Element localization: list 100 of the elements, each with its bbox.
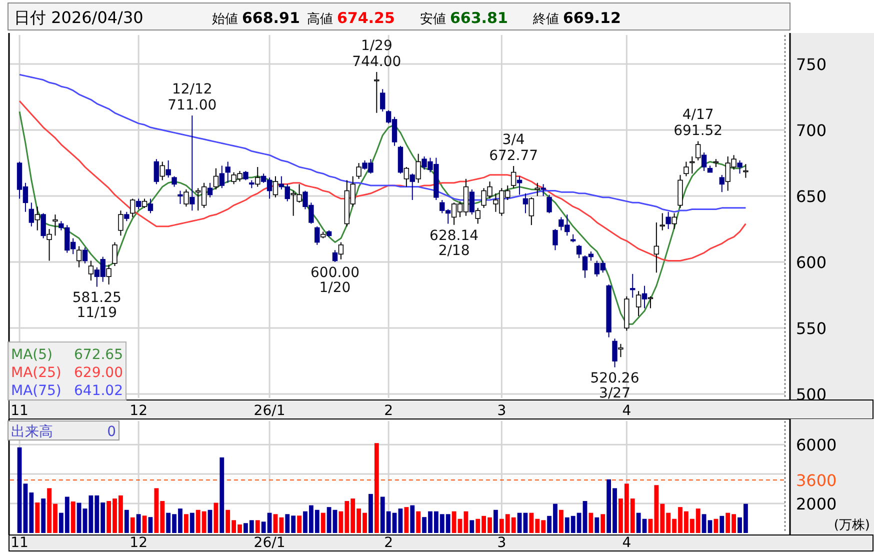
- y-tick-label: 700: [796, 121, 827, 140]
- bar: [494, 510, 498, 533]
- candlestick: [338, 242, 344, 260]
- bar: [130, 517, 135, 533]
- bar: [142, 516, 147, 533]
- candlestick: [642, 285, 648, 309]
- x-tick-label: 4: [622, 403, 632, 419]
- x-tick-label: 2: [384, 535, 394, 551]
- annotation: 3/4 672.77: [489, 132, 538, 164]
- candlestick: [618, 343, 624, 358]
- bar: [600, 514, 606, 533]
- candlestick: [82, 247, 88, 264]
- bar: [720, 516, 724, 533]
- bar: [297, 516, 302, 533]
- candlestick: [124, 211, 130, 222]
- candlestick: [166, 160, 171, 178]
- y-tick-label: 600: [796, 253, 827, 272]
- candlestick: [546, 194, 552, 214]
- bar: [582, 501, 588, 533]
- bar: [374, 443, 379, 533]
- bar: [368, 494, 373, 533]
- candlestick: [243, 170, 248, 181]
- candlestick: [666, 211, 671, 230]
- candlestick: [522, 192, 528, 214]
- candlestick: [469, 188, 475, 216]
- candlestick: [118, 210, 124, 236]
- candlestick: [46, 228, 52, 262]
- candlestick: [34, 206, 40, 231]
- candlestick: [654, 222, 660, 274]
- candlestick: [410, 173, 415, 200]
- annotation: 520.26 3/27: [590, 370, 640, 402]
- candlestick: [636, 290, 642, 317]
- candlestick: [255, 166, 260, 188]
- chart-title: 出来高: [11, 424, 53, 440]
- x-tick-label: 2: [384, 403, 394, 419]
- candlestick: [219, 165, 225, 189]
- candlestick: [172, 176, 177, 188]
- bar: [17, 447, 22, 533]
- bar: [416, 511, 421, 533]
- bar: [70, 501, 76, 533]
- candlestick: [743, 164, 748, 178]
- x-tick-label: 3: [497, 535, 506, 551]
- candlestick: [130, 198, 136, 218]
- candlestick: [475, 207, 480, 224]
- text: MA(5): [11, 347, 52, 363]
- bar: [148, 517, 153, 533]
- candlestick: [207, 182, 213, 198]
- candlestick: [356, 162, 362, 180]
- annotation: 0: [107, 424, 116, 440]
- candlestick: [404, 166, 410, 188]
- bar: [594, 517, 600, 533]
- annotation: 672.65: [74, 347, 123, 363]
- candlestick: [142, 198, 148, 208]
- x-tick-label: 3: [497, 403, 506, 419]
- candlestick: [534, 182, 540, 197]
- bar: [255, 520, 260, 533]
- annotation: 641.02: [74, 383, 123, 399]
- bar: [214, 502, 218, 533]
- candlestick: [416, 153, 421, 184]
- x-tick-label: 11: [10, 403, 28, 419]
- candlestick: [148, 198, 154, 214]
- candlestick: [178, 190, 183, 204]
- text: 終値 669.12: [532, 9, 621, 27]
- bar: [76, 502, 82, 533]
- candlestick: [225, 161, 230, 184]
- bar: [708, 520, 712, 533]
- candlestick: [701, 152, 707, 172]
- bar: [458, 518, 462, 533]
- candlestick: [684, 161, 689, 177]
- candlestick: [510, 165, 516, 189]
- x-tick-label: 12: [130, 535, 148, 551]
- chart-title: 日付 2026/04/30: [14, 8, 144, 27]
- candlestick: [112, 242, 118, 266]
- candlestick: [160, 161, 165, 181]
- bar: [35, 502, 40, 533]
- candlestick: [332, 250, 338, 263]
- candlestick: [737, 160, 742, 174]
- bar: [320, 512, 326, 533]
- y-tick-label: 6000: [796, 436, 837, 455]
- bar: [714, 518, 718, 533]
- text: MA(25): [11, 365, 62, 381]
- x-tick-label: 12: [130, 403, 148, 419]
- candlestick: [76, 246, 82, 268]
- candlestick: [28, 202, 34, 227]
- y-axis-title: (万株): [834, 518, 870, 533]
- text: 高値 674.25: [307, 9, 395, 27]
- candlestick: [630, 273, 636, 298]
- candlestick: [154, 158, 160, 185]
- bar: [702, 514, 706, 533]
- candlestick: [672, 212, 677, 230]
- bar: [523, 512, 528, 533]
- candlestick: [719, 174, 725, 193]
- bar: [452, 511, 456, 533]
- x-tick-label: 11: [10, 535, 28, 551]
- annotation: 12/12 711.00: [168, 82, 217, 114]
- x-tick-label: 4: [622, 535, 632, 551]
- annotation: 1/29 744.00: [352, 38, 402, 70]
- line-series: [18, 110, 746, 325]
- candlestick: [528, 196, 534, 226]
- bar: [588, 512, 594, 533]
